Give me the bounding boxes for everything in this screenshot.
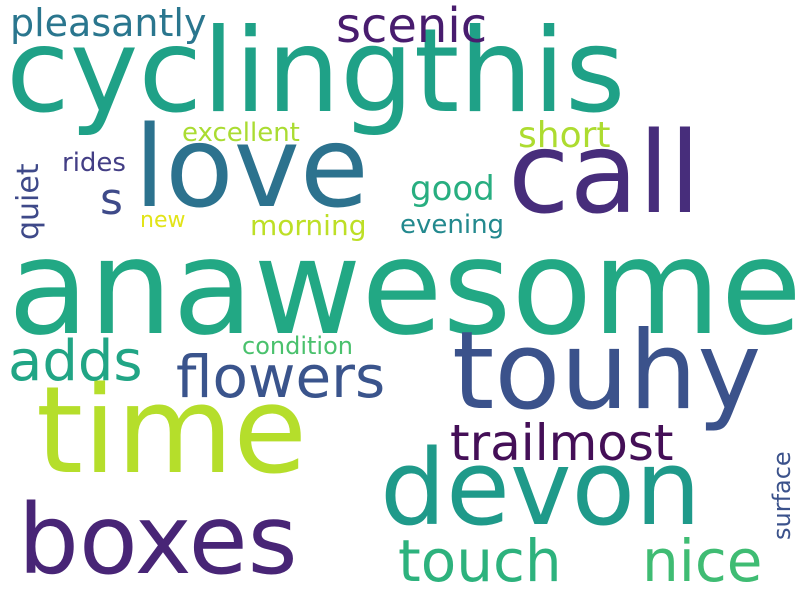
- word-nice: nice: [642, 527, 763, 595]
- word-pleasantly: pleasantly: [10, 1, 207, 45]
- word-morning: morning: [250, 209, 367, 242]
- word-good: good: [410, 169, 495, 209]
- word-quiet: quiet: [11, 163, 46, 240]
- word-surface: surface: [768, 451, 796, 540]
- word-short: short: [518, 115, 611, 156]
- word-touch: touch: [398, 527, 562, 595]
- word-touhy: touhy: [452, 309, 762, 434]
- word-time: time: [36, 362, 308, 501]
- word-rides: rides: [62, 148, 126, 178]
- word-evening: evening: [400, 210, 505, 240]
- word-boxes: boxes: [18, 484, 298, 596]
- word-devon: devon: [380, 427, 702, 549]
- word-s: s: [100, 174, 123, 225]
- word-love: love: [134, 103, 369, 233]
- word-flowers: flowers: [176, 343, 386, 411]
- word-new: new: [140, 208, 186, 233]
- word-adds: adds: [8, 329, 143, 394]
- word-trailmost: trailmost: [450, 414, 674, 472]
- word-anawesome: anawesome: [8, 211, 800, 365]
- word-condition: condition: [242, 332, 353, 360]
- word-call: call: [508, 109, 701, 239]
- word-cyclingthis: cyclingthis: [6, 4, 626, 139]
- word-excellent: excellent: [182, 118, 300, 148]
- word-scenic: scenic: [336, 0, 488, 54]
